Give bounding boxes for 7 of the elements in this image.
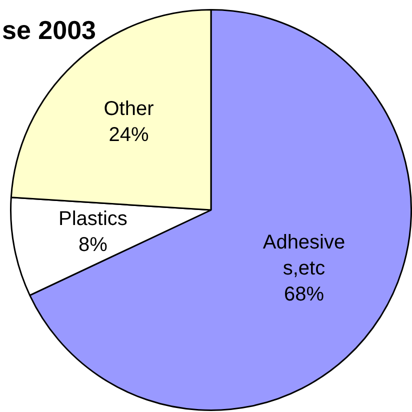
chart-title: se 2003 <box>2 15 96 46</box>
data-label: 24% <box>108 124 149 146</box>
slice-label: Adhesives,etc <box>262 232 346 280</box>
data-label: 8% <box>78 234 108 256</box>
data-label: 68% <box>284 284 324 306</box>
slice-label: Other <box>104 98 154 120</box>
slice-label: Plastics <box>58 208 128 230</box>
